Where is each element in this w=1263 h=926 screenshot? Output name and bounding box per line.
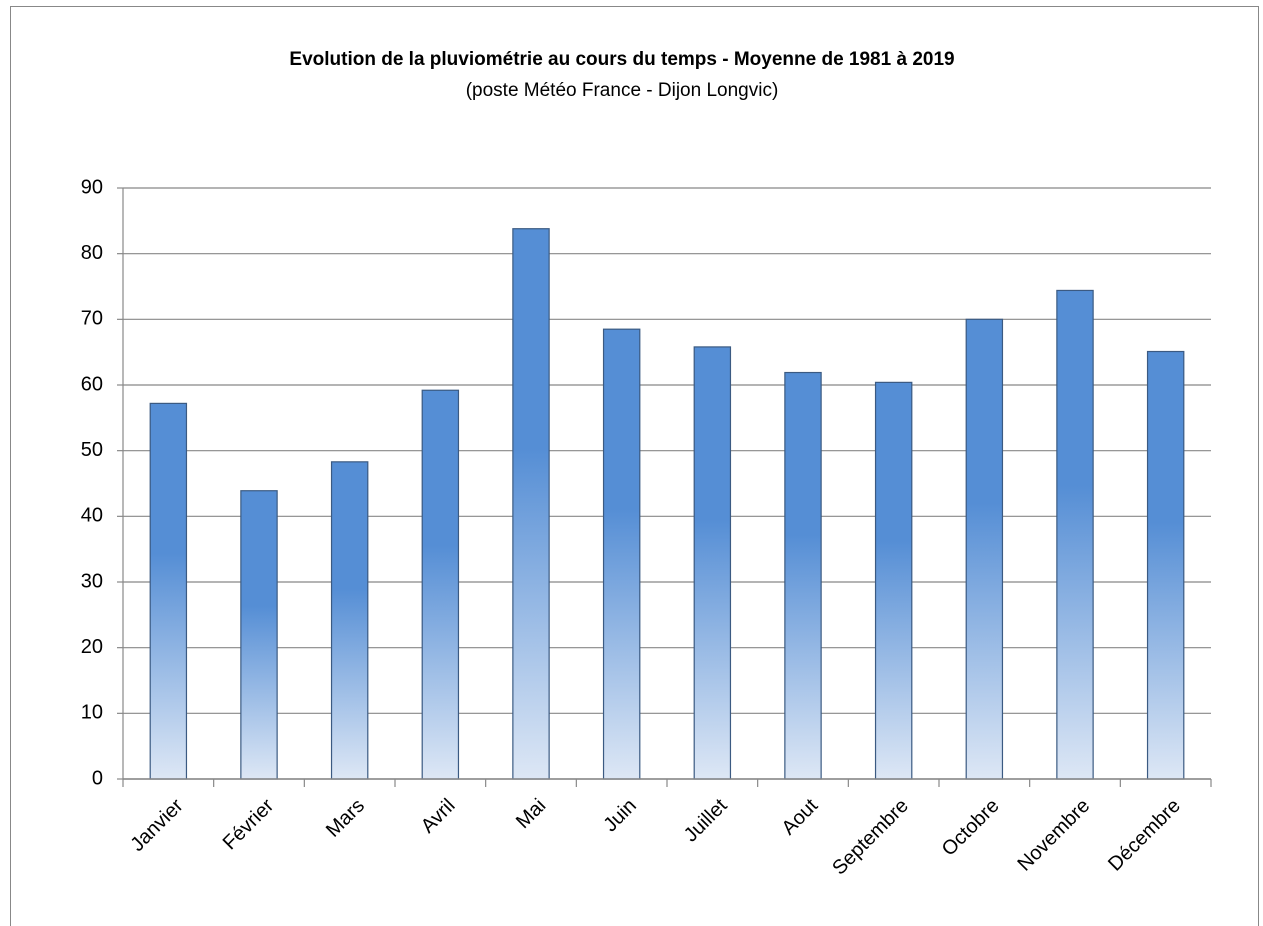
- bar: [874, 381, 913, 780]
- y-tick-label: 40: [81, 505, 103, 527]
- bar: [1056, 289, 1094, 780]
- bar: [784, 371, 822, 780]
- chart-title: Evolution de la pluviométrie au cours du…: [289, 49, 954, 70]
- y-tick-label: 10: [81, 702, 103, 724]
- y-tick-label: 80: [81, 242, 103, 264]
- y-tick-label: 70: [81, 308, 103, 330]
- bar: [330, 461, 369, 780]
- bar: [602, 328, 641, 780]
- y-tick-label: 60: [81, 373, 103, 395]
- bar: [149, 402, 188, 780]
- chart-subtitle: (poste Météo France - Dijon Longvic): [466, 80, 779, 101]
- bar: [965, 318, 1004, 780]
- y-tick-label: 30: [81, 570, 103, 592]
- bar: [240, 490, 278, 780]
- y-tick-label: 0: [92, 767, 103, 789]
- y-tick-label: 90: [81, 176, 103, 198]
- y-tick-label: 50: [81, 439, 103, 461]
- y-tick-label: 20: [81, 636, 103, 658]
- bar: [1146, 350, 1185, 780]
- bar: [693, 346, 732, 780]
- bar: [421, 389, 460, 780]
- bar: [512, 228, 550, 780]
